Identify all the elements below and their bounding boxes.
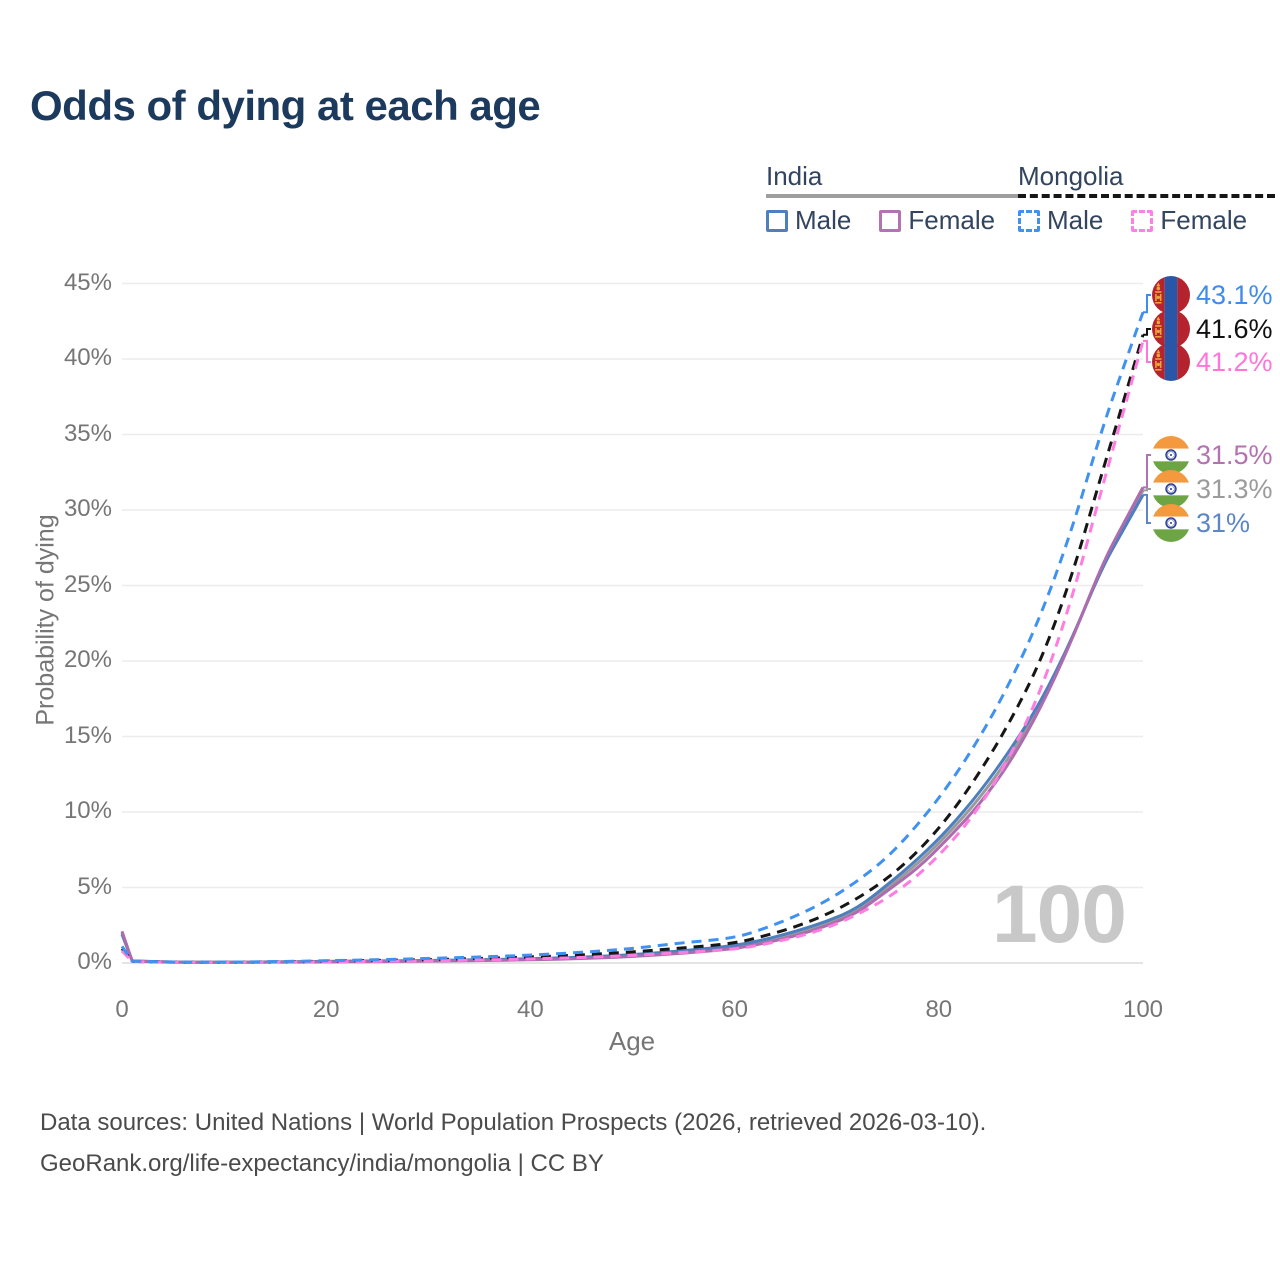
y-tick-label: 20% — [63, 646, 112, 673]
legend-item-label[interactable]: Female — [1160, 205, 1248, 235]
end-label-india-female: 31.5% — [1152, 436, 1273, 474]
x-tick-label: 20 — [312, 996, 340, 1023]
legend-items-row: Male Female — [766, 205, 1023, 236]
end-label-mongolia-both-sexes: 41.6% — [1152, 310, 1273, 348]
end-label-mongolia-female: 41.2% — [1152, 343, 1273, 381]
mongolia-flag-icon — [1152, 276, 1190, 314]
attribution-line: GeoRank.org/life-expectancy/india/mongol… — [40, 1149, 604, 1177]
label-connector-india-both-sexes — [1143, 488, 1151, 492]
age-watermark: 100 — [992, 869, 1127, 960]
label-connector-mongolia-both-sexes — [1143, 328, 1151, 336]
mongolia-flag-icon — [1152, 310, 1190, 348]
legend-swatch-mongolia-male[interactable] — [1018, 209, 1040, 232]
data-sources-line: Data sources: United Nations | World Pop… — [40, 1109, 987, 1136]
x-tick-label: 0 — [115, 996, 129, 1023]
y-tick-label: 25% — [63, 570, 112, 598]
y-tick-label: 40% — [63, 344, 112, 371]
india-flag-icon — [1152, 470, 1190, 508]
x-axis-title: Age — [608, 1026, 656, 1056]
label-connector-india-female — [1143, 454, 1151, 489]
india-flag-icon — [1152, 436, 1190, 474]
label-connector-mongolia-female — [1143, 339, 1151, 363]
end-label-value: 31.3% — [1196, 473, 1273, 504]
end-label-mongolia-male: 43.1% — [1152, 276, 1273, 314]
mongolia-flag-icon — [1152, 343, 1190, 381]
india-flag-icon — [1152, 504, 1190, 542]
y-tick-label: 15% — [63, 721, 112, 749]
end-label-value: 31% — [1196, 507, 1251, 538]
legend-item-label[interactable]: Female — [908, 205, 996, 235]
x-tick-label: 40 — [517, 996, 544, 1023]
y-tick-label: 0% — [77, 948, 112, 975]
legend-swatch-india-male[interactable] — [766, 209, 788, 232]
y-tick-label: 10% — [63, 797, 112, 824]
legend-country-label[interactable]: Mongolia — [1018, 161, 1124, 191]
curve-india-male[interactable] — [120, 494, 1145, 964]
y-tick-label: 30% — [63, 495, 112, 522]
end-label-value: 43.1% — [1196, 279, 1273, 310]
legend-country-linestyle — [1018, 194, 1276, 198]
curve-mongolia-male[interactable] — [120, 311, 1145, 964]
end-label-value: 31.5% — [1196, 439, 1273, 470]
legend-group-india: India Male Female — [766, 161, 1024, 236]
y-tick-label: 35% — [63, 419, 112, 447]
legend-group-mongolia: Mongolia Male Female — [1018, 161, 1276, 236]
label-connector-india-male — [1143, 493, 1151, 524]
legend-item-label[interactable]: Male — [795, 205, 852, 235]
legend-swatch-mongolia-female[interactable] — [1131, 209, 1154, 232]
y-axis-title: Probability of dying — [31, 514, 60, 726]
chart-title: Odds of dying at each age — [30, 82, 541, 129]
x-tick-label: 80 — [925, 996, 953, 1023]
end-label-value: 41.2% — [1196, 346, 1273, 377]
curve-mongolia-both-sexes[interactable] — [120, 334, 1145, 964]
legend-item-label[interactable]: Male — [1047, 205, 1104, 235]
y-tick-label: 45% — [63, 268, 112, 296]
footer: Data sources: United Nations | World Pop… — [40, 1103, 986, 1185]
end-label-india-both-sexes: 31.3% — [1152, 470, 1273, 508]
label-connector-mongolia-male — [1143, 294, 1151, 314]
x-tick-label: 60 — [721, 996, 748, 1023]
curve-india-both-sexes[interactable] — [120, 489, 1145, 964]
legend-country-linestyle — [766, 194, 1024, 198]
y-tick-label: 5% — [77, 872, 112, 900]
x-tick-label: 100 — [1122, 996, 1164, 1023]
end-label-india-male: 31% — [1152, 504, 1250, 542]
legend-items-row: Male Female — [1018, 205, 1275, 236]
legend-country-label[interactable]: India — [766, 161, 823, 191]
end-label-value: 41.6% — [1196, 313, 1273, 344]
curve-india-female[interactable] — [120, 486, 1145, 964]
legend-swatch-india-female[interactable] — [879, 209, 902, 232]
